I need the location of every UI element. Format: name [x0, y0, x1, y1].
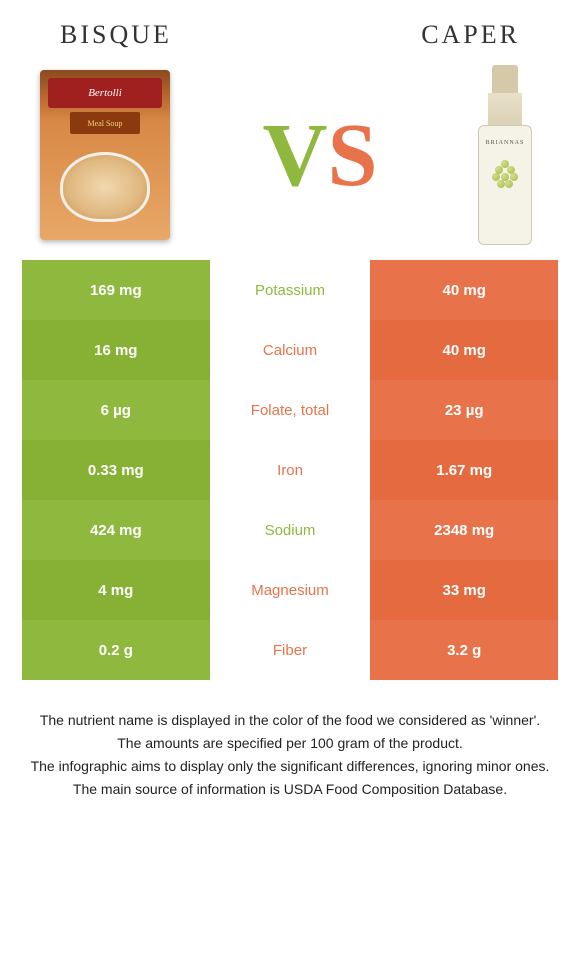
right-value-cell: 1.67 mg [370, 440, 558, 500]
table-row: 6 µgFolate, total23 µg [22, 380, 558, 440]
right-value-cell: 33 mg [370, 560, 558, 620]
footer-notes: The nutrient name is displayed in the co… [0, 680, 580, 800]
left-value-cell: 4 mg [22, 560, 210, 620]
left-value-cell: 424 mg [22, 500, 210, 560]
left-value-cell: 16 mg [22, 320, 210, 380]
header: BISQUE CAPER [0, 0, 580, 60]
footer-line-4: The main source of information is USDA F… [20, 779, 560, 800]
nutrient-name-cell: Iron [210, 440, 371, 500]
nutrient-name-cell: Fiber [210, 620, 371, 680]
soup-bowl-icon [60, 152, 150, 222]
nutrient-name-cell: Potassium [210, 260, 371, 320]
grapes-icon [492, 160, 518, 190]
nutrient-name-cell: Magnesium [210, 560, 371, 620]
left-value-cell: 0.33 mg [22, 440, 210, 500]
images-row: Bertolli Meal Soup VS BRIANNAS [0, 60, 580, 260]
table-row: 16 mgCalcium40 mg [22, 320, 558, 380]
table-row: 0.2 gFiber3.2 g [22, 620, 558, 680]
table-row: 0.33 mgIron1.67 mg [22, 440, 558, 500]
nutrient-comparison-table: 169 mgPotassium40 mg16 mgCalcium40 mg6 µ… [22, 260, 558, 680]
right-value-cell: 3.2 g [370, 620, 558, 680]
right-value-cell: 2348 mg [370, 500, 558, 560]
caper-product-image: BRIANNAS [470, 65, 540, 245]
bisque-brand-label: Bertolli [48, 78, 162, 108]
footer-line-1: The nutrient name is displayed in the co… [20, 710, 560, 731]
table-row: 424 mgSodium2348 mg [22, 500, 558, 560]
nutrient-name-cell: Sodium [210, 500, 371, 560]
footer-line-3: The infographic aims to display only the… [20, 756, 560, 777]
right-value-cell: 23 µg [370, 380, 558, 440]
bisque-product-image: Bertolli Meal Soup [40, 70, 170, 240]
left-value-cell: 6 µg [22, 380, 210, 440]
bottle-cap-icon [492, 65, 518, 95]
right-food-title: CAPER [421, 20, 520, 50]
right-value-cell: 40 mg [370, 320, 558, 380]
left-food-title: BISQUE [60, 20, 172, 50]
table-row: 169 mgPotassium40 mg [22, 260, 558, 320]
vs-label: VS [262, 104, 377, 207]
nutrient-name-cell: Folate, total [210, 380, 371, 440]
vs-s-letter: S [327, 106, 377, 205]
footer-line-2: The amounts are specified per 100 gram o… [20, 733, 560, 754]
vs-v-letter: V [262, 106, 327, 205]
bisque-sub-label: Meal Soup [70, 112, 140, 134]
left-value-cell: 169 mg [22, 260, 210, 320]
left-value-cell: 0.2 g [22, 620, 210, 680]
right-value-cell: 40 mg [370, 260, 558, 320]
table-row: 4 mgMagnesium33 mg [22, 560, 558, 620]
nutrient-name-cell: Calcium [210, 320, 371, 380]
caper-brand-label: BRIANNAS [482, 140, 528, 146]
